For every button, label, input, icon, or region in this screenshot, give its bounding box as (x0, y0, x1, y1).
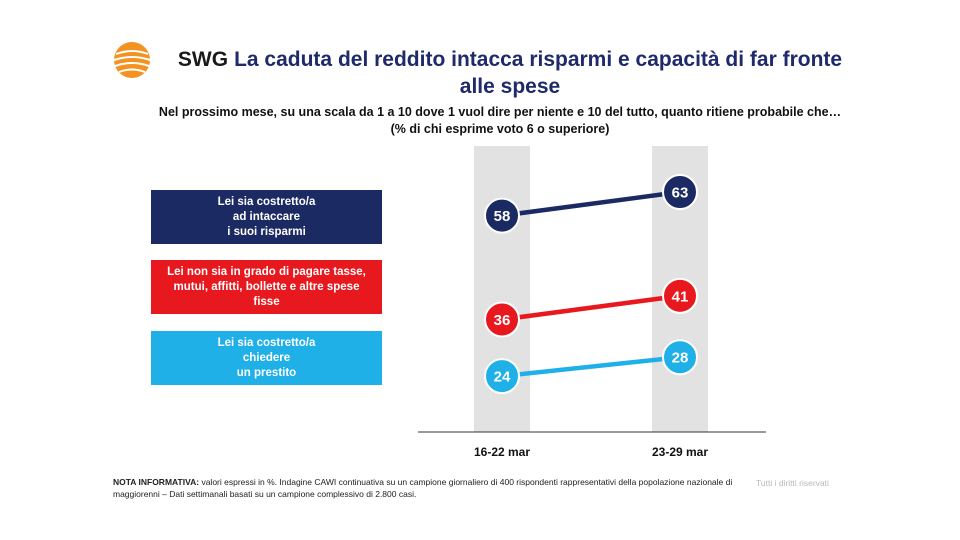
footnote-label: NOTA INFORMATIVA: (113, 477, 200, 487)
data-label: 28 (672, 350, 689, 367)
x-tick-label: 16-22 mar (474, 445, 530, 459)
question-text: Nel prossimo mese, su una scala da 1 a 1… (158, 105, 842, 119)
data-label: 36 (494, 312, 511, 329)
data-label: 58 (494, 208, 511, 225)
page-title: SWG La caduta del reddito intacca risparm… (160, 46, 860, 100)
series-line-1 (501, 189, 681, 218)
data-point (484, 197, 520, 234)
copyright-notice: Tutti i diritti riservati (756, 478, 829, 488)
x-tick-label: 23-29 mar (652, 445, 708, 459)
question-subtitle: (% di chi esprime voto 6 o superiore) (390, 122, 610, 136)
title-text: La caduta del reddito intacca risparmi e… (234, 48, 843, 98)
data-point (662, 277, 698, 314)
footnote: NOTA INFORMATIVA: valori espressi in %. … (113, 476, 753, 500)
legend-item-savings: Lei sia costretto/a ad intaccare i suoi … (151, 190, 382, 244)
data-point (662, 174, 698, 211)
data-label: 41 (672, 288, 689, 305)
swg-logo-icon (113, 42, 151, 78)
data-label: 24 (494, 369, 511, 386)
survey-question: Nel prossimo mese, su una scala da 1 a 1… (120, 104, 880, 138)
line-chart: 16-22 mar 23-29 mar 58 63 36 41 24 28 (418, 146, 766, 459)
footnote-text: valori espressi in %. Indagine CAWI cont… (113, 477, 733, 499)
series-line-2 (501, 293, 681, 322)
data-point (662, 339, 698, 376)
legend-item-loan: Lei sia costretto/a chiedere un prestito (151, 331, 382, 385)
data-point (484, 358, 520, 395)
data-point (484, 301, 520, 338)
series-line-3 (501, 354, 681, 379)
brand-name: SWG (177, 48, 229, 71)
data-label: 63 (672, 185, 689, 202)
legend-item-unpaid-expenses: Lei non sia in grado di pagare tasse, mu… (151, 260, 382, 314)
